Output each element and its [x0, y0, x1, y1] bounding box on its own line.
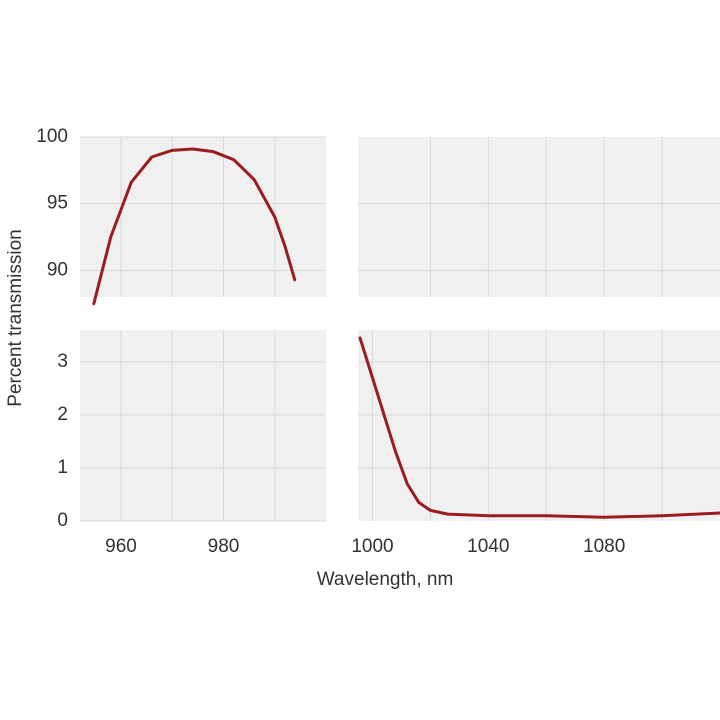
data-line: [358, 336, 720, 519]
x-tick-label: 1040: [467, 536, 509, 557]
x-tick-label: 1000: [351, 536, 393, 557]
y-tick-label: 1: [57, 457, 68, 478]
plot-area: [358, 137, 720, 297]
plot-area: [80, 330, 326, 521]
y-tick-label: 3: [57, 351, 68, 372]
x-tick-label: 1080: [583, 536, 625, 557]
y-axis-label: Percent transmission: [5, 229, 26, 406]
y-tick-label: 2: [57, 404, 68, 425]
y-tick-label: 95: [47, 193, 68, 214]
data-line: [92, 147, 297, 306]
x-axis-label: Wavelength, nm: [317, 569, 454, 590]
x-tick-label: 980: [208, 536, 240, 557]
y-tick-label: 100: [36, 126, 68, 147]
y-tick-label: 0: [57, 510, 68, 531]
x-tick-label: 960: [105, 536, 137, 557]
y-tick-label: 90: [47, 259, 68, 280]
